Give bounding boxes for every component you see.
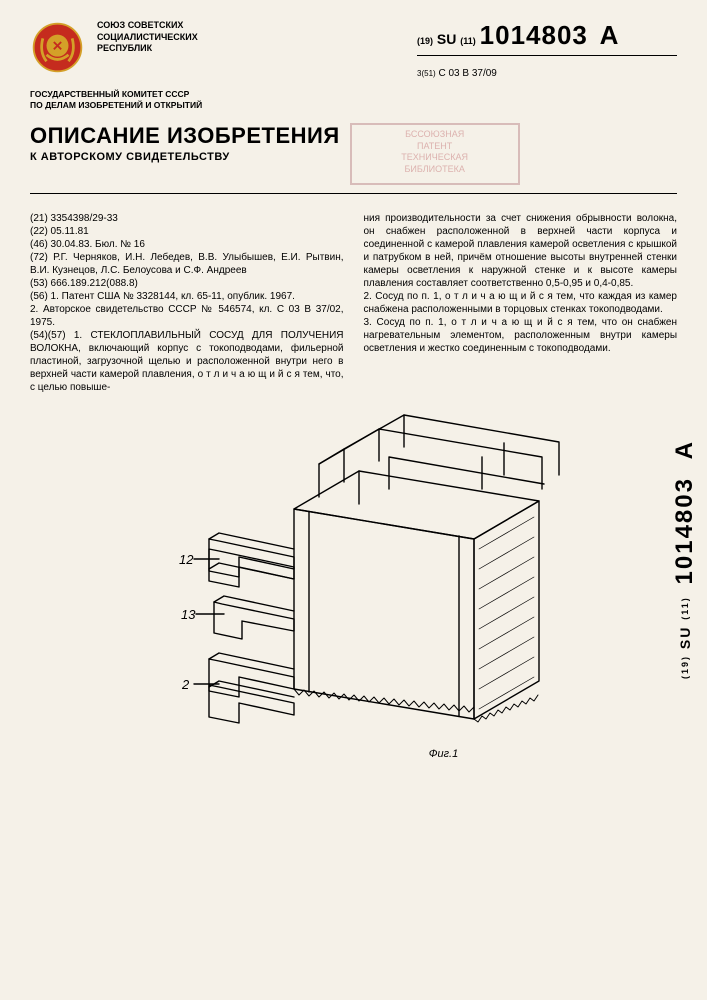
label-13: 13 <box>181 607 196 622</box>
divider <box>30 193 677 194</box>
committee-text: ГОСУДАРСТВЕННЫЙ КОМИТЕТ СССР ПО ДЕЛАМ ИЗ… <box>30 89 677 111</box>
doc-number-value: 1014803 <box>480 20 588 50</box>
figure-area: 12 13 2 Фиг.1 <box>30 409 677 760</box>
doc-number: (19) SU (11) 1014803 A <box>417 20 677 51</box>
doc-number-block: (19) SU (11) 1014803 A 3(51) C 03 B 37/0… <box>417 20 677 79</box>
field-46: (46) 30.04.83. Бюл. № 16 <box>30 238 344 251</box>
right-column: ния производительности за счет снижения … <box>364 212 678 394</box>
left-column: (21) 3354398/29-33 (22) 05.11.81 (46) 30… <box>30 212 344 394</box>
side-sub: (11) <box>680 596 690 620</box>
claim-2: 2. Сосуд по п. 1, о т л и ч а ю щ и й с … <box>364 290 678 316</box>
figure-caption: Фиг.1 <box>210 748 677 760</box>
side-suffix: A <box>671 440 698 459</box>
class-prefix: 3(51) <box>417 69 436 78</box>
field-56-2: 2. Авторское свидетельство СССР № 546574… <box>30 303 344 329</box>
field-56-1: (56) 1. Патент США № 3328144, кл. 65-11,… <box>30 290 344 303</box>
title-row: ОПИСАНИЕ ИЗОБРЕТЕНИЯ К АВТОРСКОМУ СВИДЕТ… <box>30 123 677 185</box>
patent-page: СОЮЗ СОВЕТСКИХ СОЦИАЛИСТИЧЕСКИХ РЕСПУБЛИ… <box>0 0 707 1000</box>
header-row: СОЮЗ СОВЕТСКИХ СОЦИАЛИСТИЧЕСКИХ РЕСПУБЛИ… <box>30 20 677 79</box>
main-title: ОПИСАНИЕ ИЗОБРЕТЕНИЯ <box>30 123 340 149</box>
body-columns: (21) 3354398/29-33 (22) 05.11.81 (46) 30… <box>30 212 677 394</box>
doc-prefix: (19) <box>417 36 433 46</box>
sub-title: К АВТОРСКОМУ СВИДЕТЕЛЬСТВУ <box>30 151 340 163</box>
label-2: 2 <box>181 677 190 692</box>
library-stamp: БССОЮЗНАЯ ПАТЕНТ ТЕХНИЧЕСКАЯ БИБЛИОТЕКА <box>350 123 520 185</box>
doc-code: SU <box>437 31 456 47</box>
claim-1-cont: ния производительности за счет снижения … <box>364 212 678 290</box>
side-doc-number: (19) SU (11) 1014803 A <box>671 440 699 679</box>
field-72: (72) Р.Г. Черняков, И.Н. Лебедев, В.В. У… <box>30 251 344 277</box>
doc-suffix: A <box>600 20 620 50</box>
title-block: ОПИСАНИЕ ИЗОБРЕТЕНИЯ К АВТОРСКОМУ СВИДЕТ… <box>30 123 340 163</box>
field-22: (22) 05.11.81 <box>30 225 344 238</box>
field-21: (21) 3354398/29-33 <box>30 212 344 225</box>
classification: 3(51) C 03 B 37/09 <box>417 68 677 79</box>
ussr-emblem-icon <box>30 20 85 75</box>
figure-1-drawing: 12 13 2 <box>144 409 564 749</box>
label-12: 12 <box>179 552 194 567</box>
side-number: 1014803 <box>671 477 698 584</box>
doc-sub: (11) <box>460 36 476 46</box>
claim-3: 3. Сосуд по п. 1, о т л и ч а ю щ и й с … <box>364 316 678 355</box>
union-text: СОЮЗ СОВЕТСКИХ СОЦИАЛИСТИЧЕСКИХ РЕСПУБЛИ… <box>97 20 405 55</box>
field-54-57: (54)(57) 1. СТЕКЛОПЛАВИЛЬНЫЙ СОСУД ДЛЯ П… <box>30 329 344 394</box>
side-code: SU <box>677 626 693 649</box>
field-53: (53) 666.189.212(088.8) <box>30 277 344 290</box>
side-prefix: (19) <box>680 655 690 679</box>
class-value: C 03 B 37/09 <box>438 68 496 79</box>
